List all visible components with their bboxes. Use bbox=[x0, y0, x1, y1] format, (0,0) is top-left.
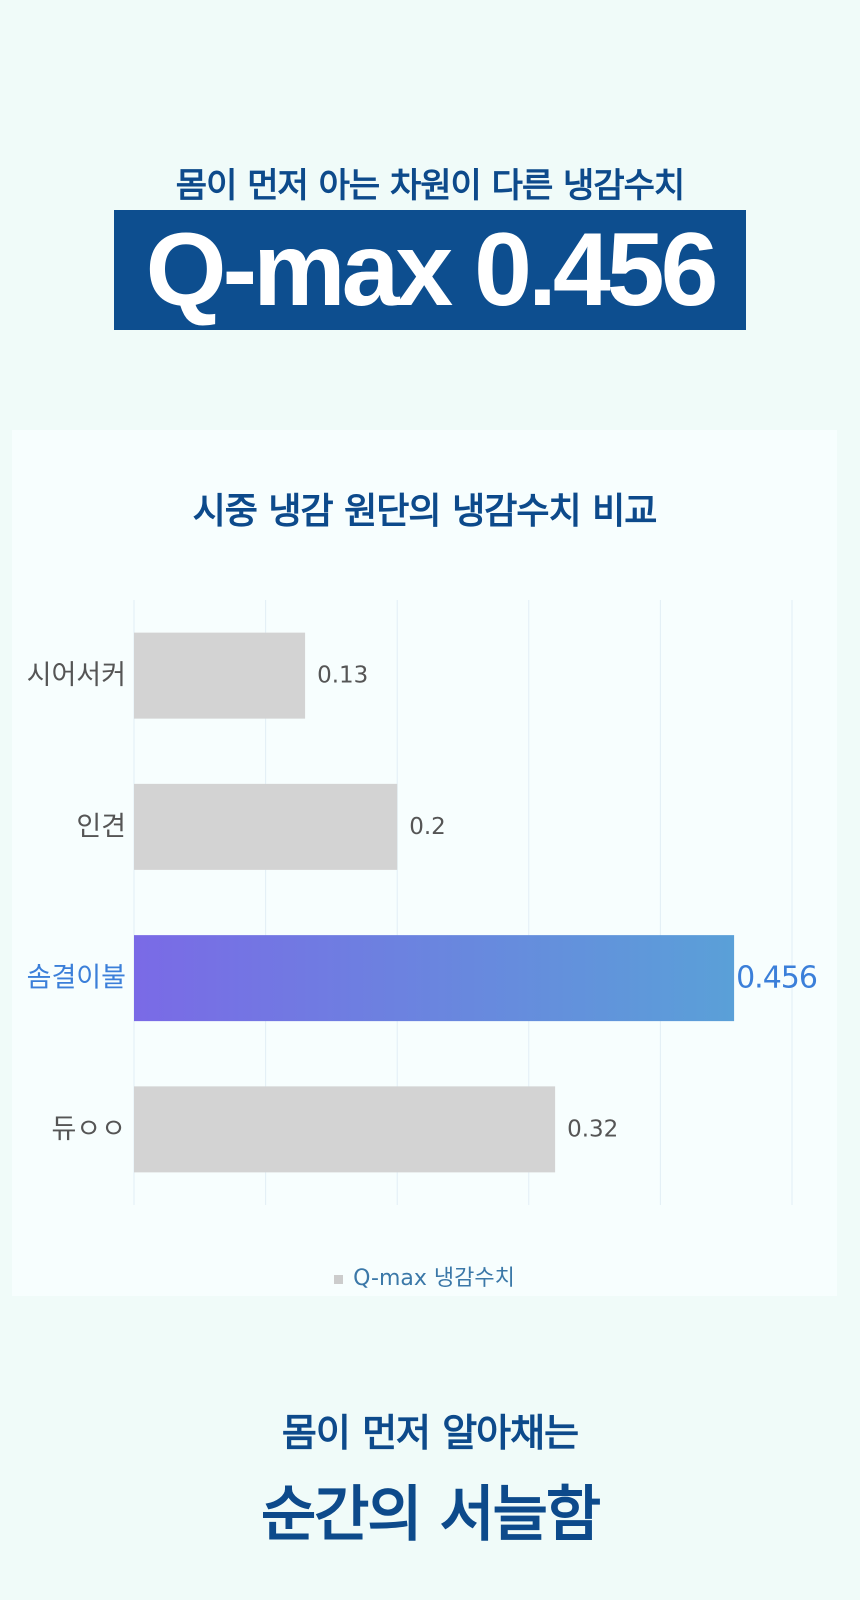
hero-title: Q-max 0.456 bbox=[145, 212, 719, 328]
hero-subtitle: 몸이 먼저 아는 차원이 다른 냉감수치 bbox=[175, 166, 685, 206]
data-label-2: 0.456 bbox=[736, 961, 817, 996]
data-label-0: 0.13 bbox=[317, 663, 368, 689]
legend-label: Q-max 냉감수치 bbox=[353, 1266, 515, 1291]
chart-panel: 시중 냉감 원단의 냉감수치 비교 시어서커 0.13 인견 0.2 솜결이불 0.456… bbox=[12, 430, 837, 1296]
footer-title: 순간의 서늘함 bbox=[260, 1480, 601, 1550]
legend-swatch bbox=[334, 1274, 344, 1284]
bar-chart: 시어서커 0.13 인견 0.2 솜결이불 0.456 듀ㅇㅇ 0.32 bbox=[27, 600, 818, 1205]
data-label-3: 0.32 bbox=[567, 1116, 618, 1142]
category-label-2: 솜결이불 bbox=[27, 963, 126, 994]
chart-legend: Q-max 냉감수치 bbox=[12, 1260, 837, 1292]
bar-2 bbox=[134, 935, 735, 1022]
category-label-0: 시어서커 bbox=[27, 660, 126, 691]
hero-banner: Q-max 0.456 bbox=[114, 210, 746, 330]
category-label-3: 듀ㅇㅇ bbox=[51, 1114, 126, 1145]
bar-0 bbox=[134, 632, 306, 719]
data-label-1: 0.2 bbox=[409, 814, 446, 840]
chart-title: 시중 냉감 원단의 냉감수치 비교 bbox=[192, 491, 658, 532]
category-label-1: 인견 bbox=[76, 811, 126, 842]
footer-subtitle: 몸이 먼저 알아채는 bbox=[281, 1411, 579, 1455]
bar-1 bbox=[134, 783, 398, 870]
bar-3 bbox=[134, 1086, 556, 1173]
